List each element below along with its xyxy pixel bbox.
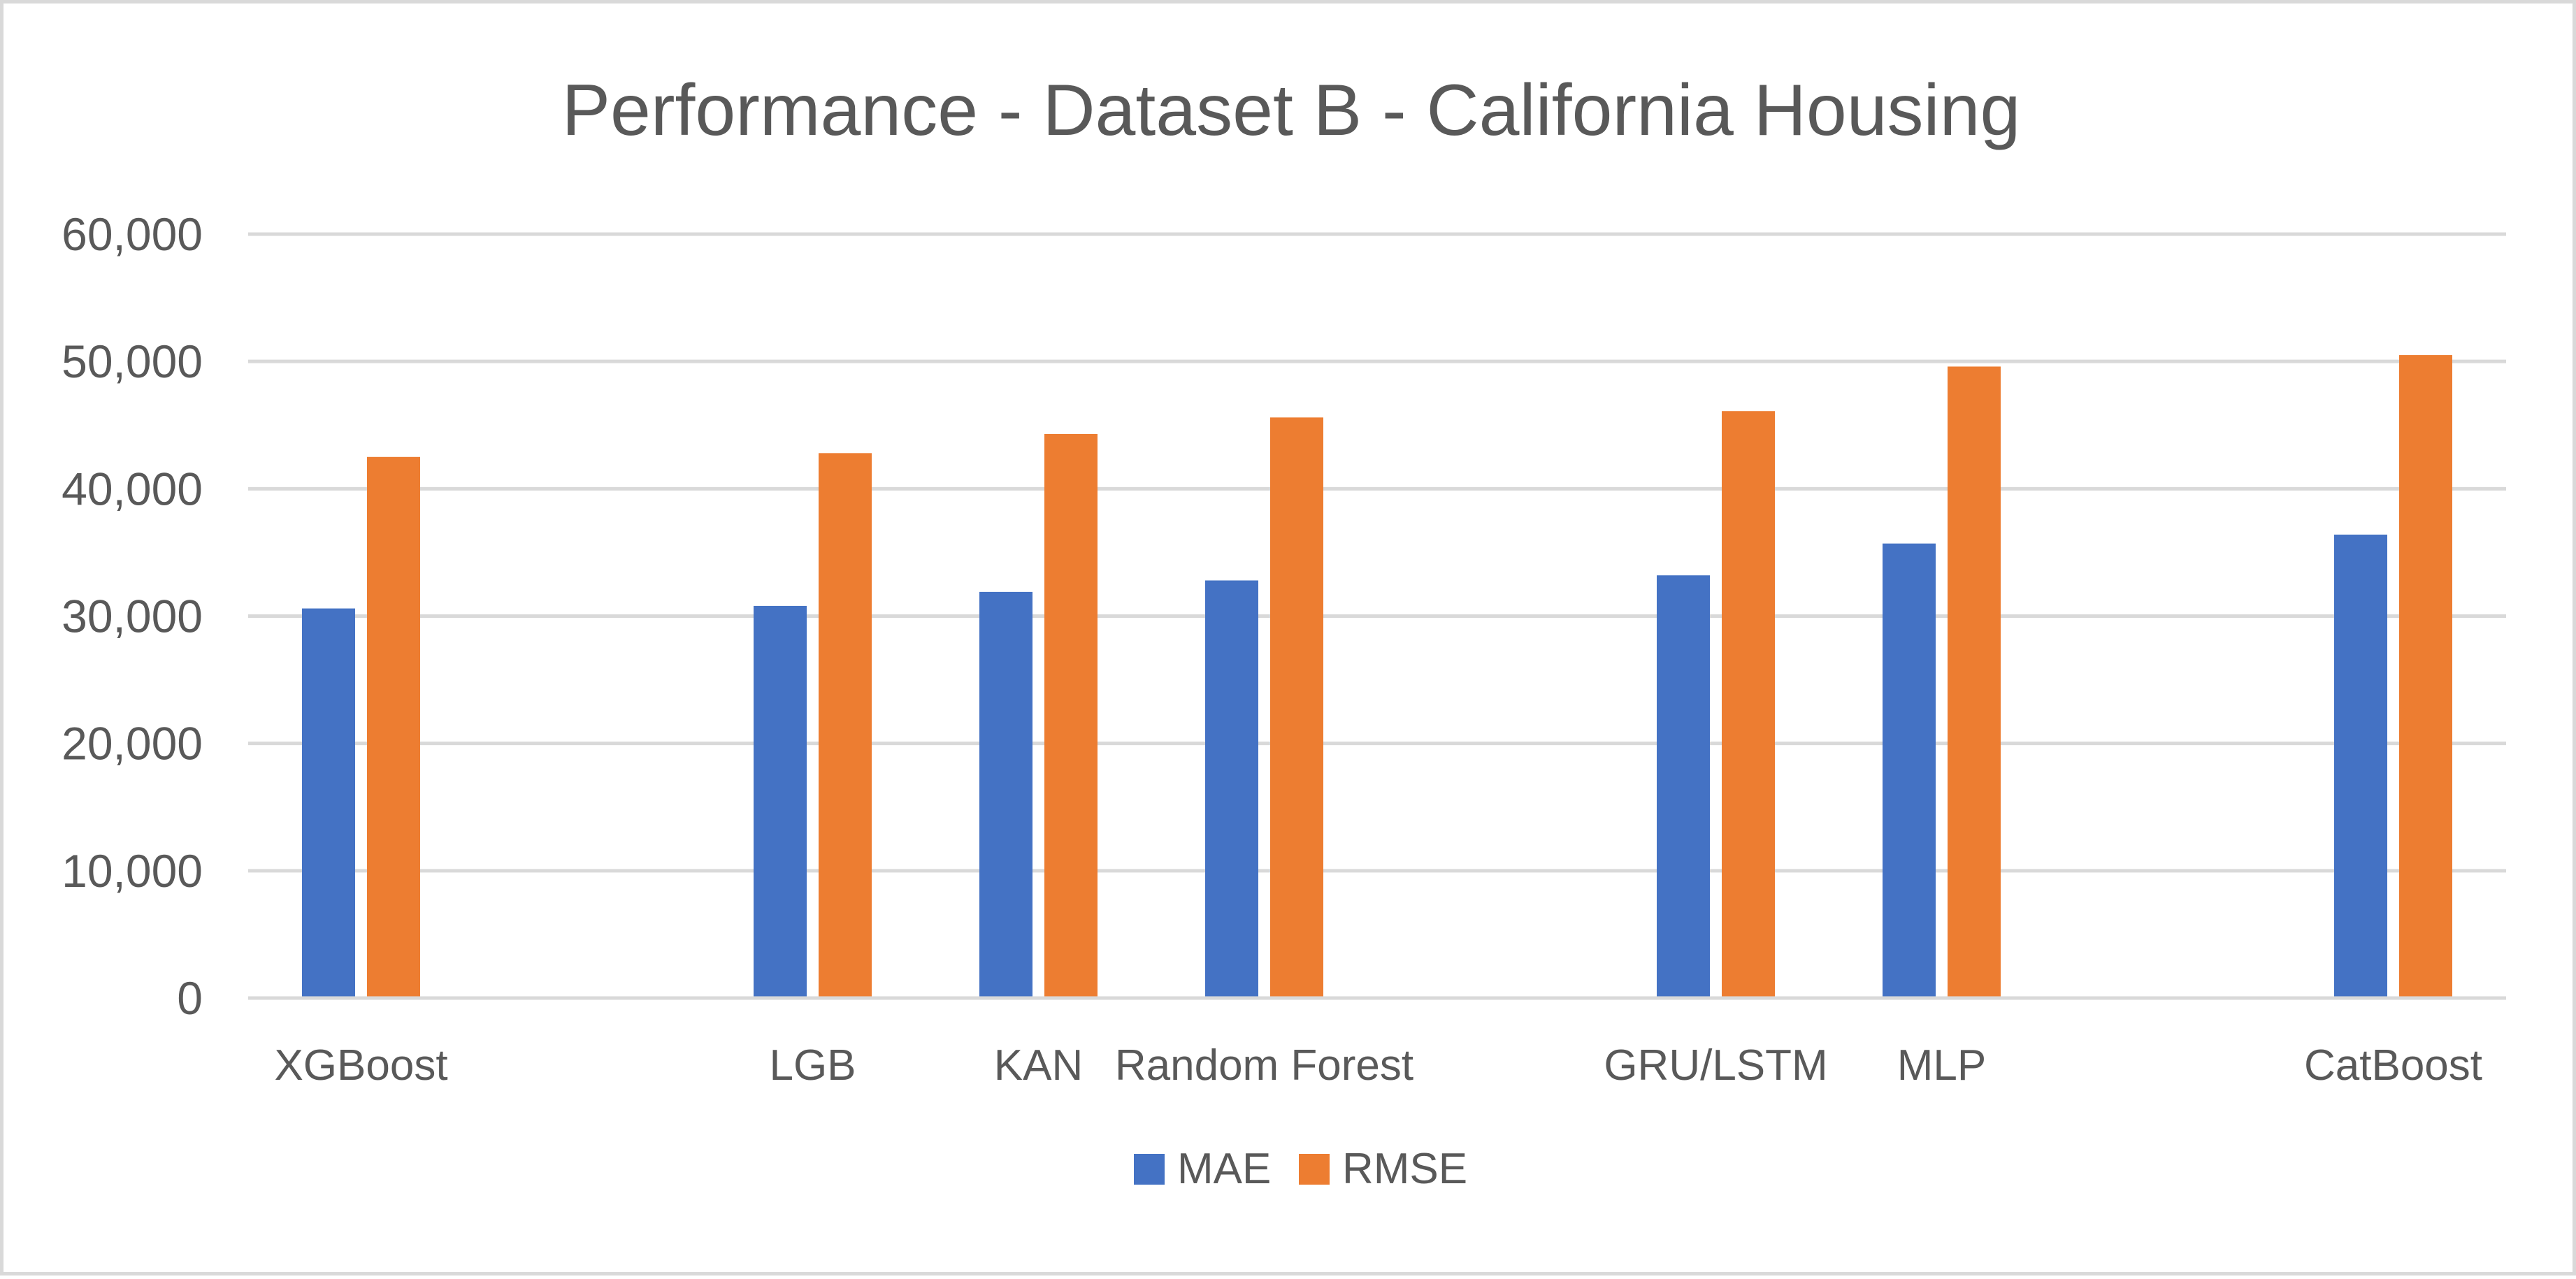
bar-rmse-xgboost <box>367 456 420 998</box>
chart-svg: Performance - Dataset B - California Hou… <box>62 70 2506 1193</box>
y-tick-label: 0 <box>177 972 203 1024</box>
bar-mae-catboost <box>2334 534 2387 998</box>
x-axis-category-labels: XGBoost LGB KAN Random Forest GRU/LSTM MLP Cat… <box>274 1041 2482 1090</box>
bar-mae-mlp <box>1883 543 1936 998</box>
x-category-label: MLP <box>1897 1041 1986 1090</box>
bar-mae-kan <box>979 591 1032 998</box>
x-category-label: LGB <box>769 1041 856 1090</box>
bar-rmse-random-forest <box>1270 417 1323 998</box>
bar-mae-xgboost <box>302 608 355 998</box>
bar-rmse-catboost <box>2399 355 2452 998</box>
y-tick-label: 30,000 <box>62 591 203 642</box>
bar-rmse-gru-lstm <box>1722 411 1775 998</box>
x-category-label: KAN <box>994 1041 1083 1090</box>
y-tick-label: 10,000 <box>62 845 203 897</box>
y-tick-label: 50,000 <box>62 335 203 387</box>
bar-mae-gru-lstm <box>1657 575 1710 998</box>
legend-swatch-mae <box>1134 1154 1165 1185</box>
x-category-label: XGBoost <box>274 1041 447 1090</box>
y-tick-label: 60,000 <box>62 208 203 260</box>
legend-label-mae: MAE <box>1177 1145 1271 1193</box>
chart-title: Performance - Dataset B - California Hou… <box>562 70 2021 151</box>
x-category-label: CatBoost <box>2304 1041 2482 1090</box>
bar-mae-lgb <box>754 605 807 998</box>
y-tick-label: 20,000 <box>62 718 203 769</box>
legend-swatch-rmse <box>1299 1154 1330 1185</box>
gridlines <box>248 232 2506 873</box>
bar-rmse-kan <box>1044 434 1098 998</box>
legend-label-rmse: RMSE <box>1342 1145 1467 1193</box>
bars <box>302 355 2452 998</box>
x-category-label: Random Forest <box>1115 1041 1413 1090</box>
legend: MAE RMSE <box>1134 1145 1467 1193</box>
bar-rmse-mlp <box>1948 366 2001 998</box>
bar-mae-random-forest <box>1205 580 1258 998</box>
y-axis-ticks: 0 10,000 20,000 30,000 40,000 50,000 60,000 <box>62 208 203 1024</box>
y-tick-label: 40,000 <box>62 463 203 514</box>
x-category-label: GRU/LSTM <box>1604 1041 1827 1090</box>
bar-rmse-lgb <box>819 453 872 998</box>
